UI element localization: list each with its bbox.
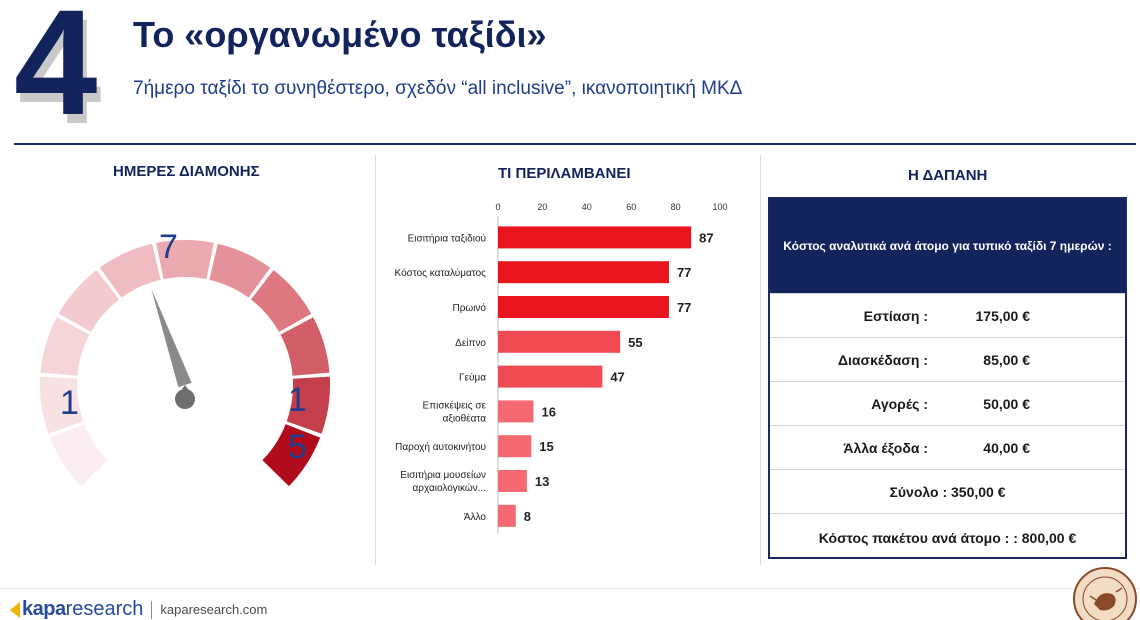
column-divider-right [760, 155, 761, 565]
category-label: Εισιτήρια ταξιδιού [408, 232, 486, 244]
x-tick-label: 100 [712, 202, 727, 212]
cost-row: Διασκέδαση : 85,00 € [770, 337, 1125, 381]
logo-brand-bold: kapa [22, 598, 66, 620]
kapa-research-logo: kapa research kaparesearch.com [10, 598, 267, 620]
category-label: Δείπνο [455, 337, 486, 349]
x-tick-label: 80 [671, 202, 681, 212]
x-tick-label: 0 [495, 202, 500, 212]
bar-value-label: 77 [677, 300, 691, 315]
bar-value-label: 8 [524, 509, 531, 524]
bar [498, 226, 692, 249]
slide-number-text: 4 [14, 0, 98, 146]
bar-value-label: 16 [542, 404, 556, 419]
category-label: Παροχή αυτοκινήτου [395, 441, 486, 453]
cost-row: Άλλα έξοδα : 40,00 € [770, 425, 1125, 469]
gauge-segment [99, 243, 161, 298]
cost-row-value: 85,00 € [983, 351, 1030, 368]
footer-url: kaparesearch.com [160, 602, 268, 617]
cost-row-label: Άλλα έξοδα : [843, 439, 928, 456]
gauge-segment [40, 317, 90, 376]
cost-total-row: Σύνολο : 350,00 € [770, 469, 1125, 513]
cost-table-header: Κόστος αναλυτικά ανά άτομο για τυπικό τα… [770, 199, 1125, 293]
gauge-segment [250, 270, 312, 332]
bar [498, 400, 534, 423]
page-subtitle: 7ήμερο ταξίδι το συνηθέστερο, σχεδόν “al… [133, 78, 743, 99]
slide-number-shadow: 4 [18, 0, 102, 155]
gauge-segment [262, 424, 321, 487]
header-divider [14, 143, 1136, 145]
bar-value-label: 55 [628, 335, 642, 350]
gauge-segment [58, 270, 120, 332]
cost-row: Αγορές : 50,00 € [770, 381, 1125, 425]
gauge-min-label: 1 [60, 384, 79, 422]
cost-table: Κόστος αναλυτικά ανά άτομο για τυπικό τα… [768, 197, 1127, 559]
includes-bar-chart: 0 20 40 60 80 100 87 Εισιτήρια ταξιδιού 77 Κόστος… [376, 190, 760, 540]
cost-row: Εστίαση : 175,00 € [770, 293, 1125, 337]
slide-number: 4 4 [14, 0, 124, 146]
gauge-segment [156, 240, 214, 280]
category-label: Άλλο [464, 512, 487, 523]
gauge-graphic [40, 240, 330, 487]
bar-value-label: 87 [699, 230, 713, 245]
page-title: Το «οργανωμένο ταξίδι» [133, 14, 547, 55]
gauge-segment [209, 243, 271, 298]
chart-section-title: ΤΙ ΠΕΡΙΛΑΜΒΑΝΕΙ [498, 165, 631, 182]
category-label: Γεύμα [459, 372, 486, 384]
bar [498, 470, 527, 492]
gauge-segment [280, 317, 330, 376]
column-divider-left [375, 155, 376, 565]
cost-total-text: Σύνολο : 350,00 € [889, 483, 1006, 500]
logo-brand-light: research [65, 598, 144, 620]
category-label: Εισιτήρια μουσείων αρχαιολογικών... [400, 469, 486, 494]
bar [498, 296, 669, 318]
category-label: Κόστος καταλύματος [395, 267, 487, 279]
gauge-needle-base [175, 385, 195, 399]
bar [498, 504, 516, 527]
logo-separator [151, 600, 153, 619]
cost-row-label: Διασκέδαση : [837, 351, 928, 368]
gauge-max-label-bottom: 5 [288, 428, 307, 466]
category-label: Πρωινό [452, 302, 486, 314]
bar-value-label: 13 [535, 474, 549, 489]
association-seal-icon [1072, 566, 1138, 620]
gauge-segment [40, 376, 84, 434]
gauge-segment [49, 424, 108, 487]
bar-value-label: 77 [677, 265, 691, 280]
cost-row-value: 40,00 € [983, 439, 1030, 456]
bar-value-label: 47 [610, 370, 624, 385]
bar [498, 330, 621, 353]
gauge-segment [286, 376, 330, 434]
category-label: Επισκέψεις σε αξιοθέατα [423, 399, 487, 424]
x-tick-label: 60 [626, 202, 636, 212]
x-tick-label: 20 [537, 202, 547, 212]
footer-divider [0, 588, 1140, 589]
cost-row-label: Εστίαση : [863, 307, 928, 324]
cost-section-title: Η ΔΑΠΑΝΗ [908, 167, 988, 184]
days-gauge: 1 7 1 5 [20, 190, 360, 530]
package-cost-row: Κόστος πακέτου ανά άτομο : : 800,00 € [770, 513, 1125, 561]
kapa-logo-icon [10, 601, 20, 618]
cost-row-value: 50,00 € [983, 395, 1030, 412]
cost-row-label: Αγορές : [871, 395, 928, 412]
bar-value-label: 15 [539, 439, 553, 454]
bar [498, 365, 603, 388]
cost-row-value: 175,00 € [975, 307, 1031, 324]
gauge-needle [151, 288, 192, 388]
bar [498, 435, 532, 458]
gauge-section-title: ΗΜΕΡΕΣ ΔΙΑΜΟΝΗΣ [113, 163, 260, 180]
bar [498, 261, 669, 284]
bar-chart-graphic: 0 20 40 60 80 100 87 Εισιτήρια ταξιδιού 77 Κόστος… [395, 202, 728, 534]
gauge-needle-label: 7 [159, 228, 178, 266]
gauge-max-label-top: 1 [288, 381, 307, 419]
package-cost-text: Κόστος πακέτου ανά άτομο : : 800,00 € [818, 529, 1077, 546]
x-tick-label: 40 [582, 202, 592, 212]
